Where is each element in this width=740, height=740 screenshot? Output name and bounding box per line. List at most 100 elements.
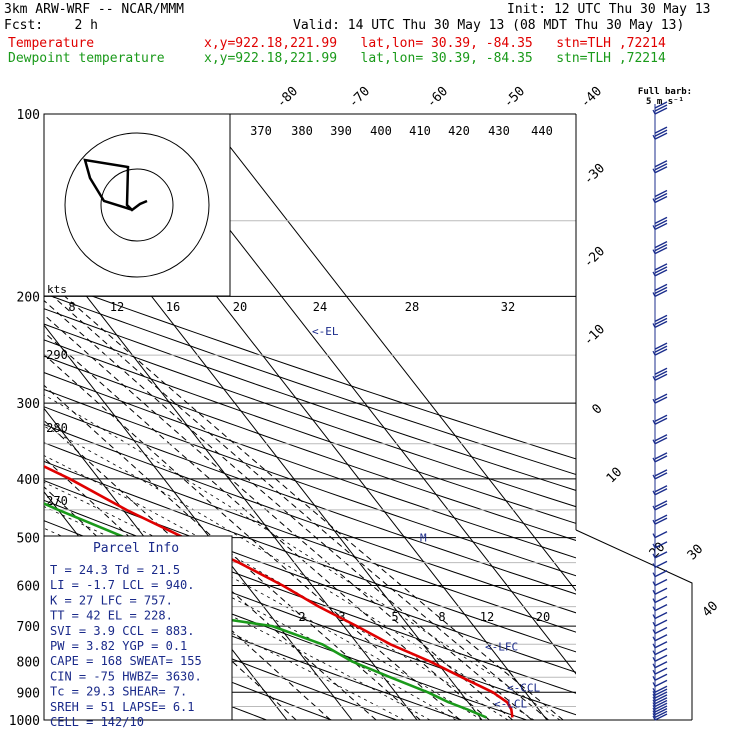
parcel-info-row: PW = 3.82 YGP = 0.1: [50, 639, 187, 653]
barb-staff: [652, 657, 656, 662]
barb-staff: [652, 323, 656, 328]
wind-barb: [652, 702, 668, 710]
barb-staff: [652, 710, 656, 715]
wind-barb: [652, 101, 668, 115]
parcel-info-row: CIN = -75 HWBZ= 3630.: [50, 669, 202, 683]
isotherm-label: -40: [578, 84, 605, 111]
parcel-info-row: CELL = 142/10: [50, 715, 144, 729]
barb-flag: [654, 667, 668, 675]
init-time: Init: 12 UTC Thu 30 May 13: [507, 2, 711, 17]
wind-barb: [652, 263, 668, 277]
barb-staff: [652, 696, 656, 702]
barb-flag: [654, 699, 668, 708]
theta-label: 440: [531, 124, 553, 138]
barb-flag: [654, 708, 668, 716]
hodograph-ring: [64, 132, 210, 278]
isotherm-label: -30: [581, 161, 608, 188]
barb-flag: [654, 166, 668, 174]
theta-label: 380: [291, 124, 313, 138]
barb-staff: [652, 134, 656, 140]
barb-flag: [654, 488, 668, 496]
barb-staff: [652, 249, 656, 254]
isotherm-label: -10: [581, 322, 608, 349]
pressure-tick-label: 200: [17, 290, 40, 305]
parcel-info-panel: Parcel Info T = 24.3 Td = 21.5LI = -1.7 L…: [43, 535, 233, 729]
wind-barb: [652, 189, 668, 204]
barb-flag: [654, 587, 668, 595]
barb-staff: [652, 702, 656, 707]
barb-staff: [652, 650, 656, 655]
barb-staff: [652, 543, 656, 549]
barb-flag: [654, 345, 668, 353]
barb-staff: [652, 629, 656, 634]
barb-flag: [654, 370, 668, 378]
barb-staff: [652, 676, 656, 681]
barb-staff: [652, 636, 656, 642]
barb-flag: [654, 469, 668, 477]
barb-flag: [654, 697, 668, 705]
barb-flag: [654, 654, 668, 662]
wind-barb: [652, 619, 668, 627]
barb-staff: [652, 225, 656, 230]
model-title: 3km ARW-WRF -- NCAR/MMM: [4, 2, 185, 17]
barb-staff: [652, 621, 656, 627]
barb-staff: [652, 598, 656, 603]
wind-barb: [652, 485, 668, 496]
mixing-ratio-label: 3: [338, 610, 345, 624]
barb-flag: [654, 269, 668, 277]
barb-staff: [652, 519, 656, 525]
wind-barbs: [652, 101, 668, 721]
pressure-tick-label: 600: [17, 580, 40, 595]
wind-barb: [652, 551, 668, 559]
barb-flag: [654, 514, 668, 522]
barb-staff: [652, 168, 656, 173]
barb-staff: [652, 439, 656, 444]
barb-staff: [652, 350, 656, 356]
pressure-tick-label: 900: [17, 686, 40, 701]
legend-dewpoint: Dewpoint temperature: [8, 51, 165, 66]
barb-staff: [652, 715, 656, 721]
wind-barb: [652, 647, 668, 656]
isotherm-label: 40: [700, 599, 722, 621]
barb-flag: [654, 472, 668, 480]
barb-flag: [654, 452, 668, 460]
barb-flag: [654, 160, 668, 168]
mixing-ratio-label: 16: [166, 300, 180, 314]
barb-flag: [654, 647, 668, 656]
barb-flag: [654, 417, 668, 425]
barb-flag: [654, 247, 668, 255]
barb-flag: [654, 634, 668, 642]
wind-barb: [652, 587, 668, 595]
wind-barb: [652, 393, 668, 404]
mixing-ratio-label: 12: [110, 300, 124, 314]
parcel-info-title: Parcel Info: [93, 541, 179, 556]
mixing-ratio-label: 8: [438, 610, 445, 624]
barb-staff: [652, 198, 656, 203]
wind-barb: [652, 699, 668, 708]
barb-staff: [652, 713, 656, 718]
wind-barb: [652, 634, 668, 642]
wind-barb: [652, 697, 668, 705]
wind-barb: [652, 694, 668, 702]
level-annotations: <-EL M <-LFC <-CCL <-LCL: [312, 325, 540, 711]
barb-flag: [654, 641, 668, 649]
barb-key-line1: Full barb:: [638, 87, 692, 97]
barb-flag: [654, 126, 668, 134]
barb-flag: [654, 216, 668, 224]
wind-barb: [652, 342, 668, 356]
parcel-info-row: TT = 42 EL = 228.: [50, 609, 173, 623]
level-annotation-4: <-LCL: [494, 698, 527, 711]
barb-staff: [652, 682, 656, 687]
barb-flag: [654, 570, 668, 578]
barb-staff: [652, 690, 656, 696]
parcel-info-row: CAPE = 168 SWEAT= 155: [50, 654, 202, 668]
barb-staff: [652, 398, 656, 404]
theta-label: 280: [46, 421, 68, 435]
barb-flag: [654, 189, 668, 198]
barb-flag: [654, 132, 668, 140]
wind-barb: [652, 414, 668, 425]
theta-label: 420: [448, 124, 470, 138]
wind-barb: [652, 641, 668, 649]
wind-barb: [652, 452, 668, 463]
